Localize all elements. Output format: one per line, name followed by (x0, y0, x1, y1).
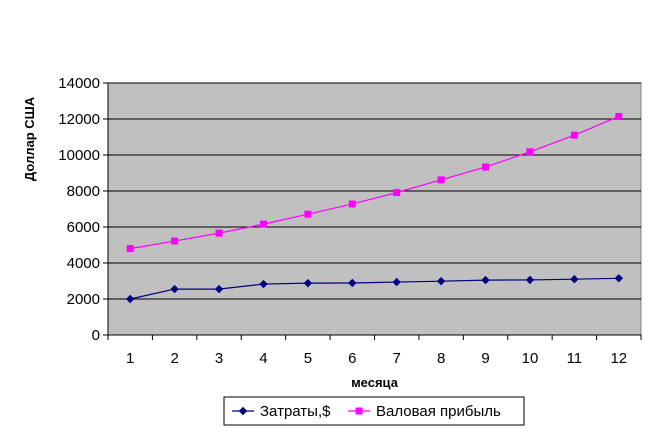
data-point (526, 148, 534, 156)
plot-area (107, 82, 642, 336)
data-point (436, 276, 446, 286)
data-point (481, 275, 490, 285)
data-point (525, 275, 535, 285)
x-tick-label: 7 (393, 350, 401, 367)
legend: Затраты,$ Валовая прибыль (223, 396, 525, 426)
axes (107, 83, 642, 340)
x-axis-tick-labels: 1 2 3 4 5 6 7 8 9 10 11 12 (126, 350, 627, 367)
data-point (570, 131, 578, 139)
x-tick-label: 12 (610, 350, 627, 367)
data-point (614, 274, 623, 283)
x-tick-label: 6 (348, 350, 356, 367)
series-line (130, 115, 620, 250)
x-tick-label: 9 (481, 350, 489, 367)
gridlines (103, 82, 641, 336)
series-line (130, 277, 619, 300)
data-point (171, 237, 179, 245)
x-axis-title: месяца (351, 375, 399, 390)
data-point (170, 284, 179, 294)
legend-entry: Затраты,$ (232, 403, 331, 420)
x-tick-label: 3 (215, 350, 223, 367)
legend-swatch-marker (355, 407, 363, 415)
y-tick-label: 8000 (67, 183, 100, 200)
data-point (348, 278, 357, 288)
series-1 (126, 274, 623, 304)
y-axis-title: Доллар США (22, 96, 37, 181)
y-tick-label: 14000 (58, 75, 100, 92)
data-point (437, 176, 445, 184)
data-point (259, 279, 268, 289)
data-point (393, 189, 401, 197)
series-2 (126, 112, 623, 253)
x-tick-label: 1 (126, 350, 134, 367)
data-point (303, 278, 313, 288)
data-point (214, 284, 224, 294)
data-point (482, 163, 490, 171)
data-point (126, 294, 135, 304)
legend-label: Валовая прибыль (376, 403, 501, 420)
x-tick-label: 4 (259, 350, 267, 367)
y-tick-label: 12000 (58, 111, 100, 128)
x-tick-label: 11 (567, 350, 583, 367)
data-point (126, 245, 134, 253)
data-point (215, 229, 223, 237)
y-tick-label: 10000 (58, 147, 100, 164)
y-tick-label: 2000 (67, 291, 100, 308)
data-point (259, 220, 267, 228)
legend-swatch-marker (238, 406, 248, 416)
y-axis-tick-labels: 0 2000 4000 6000 8000 10000 12000 14000 (58, 75, 100, 344)
legend-box (223, 396, 525, 426)
data-point (304, 210, 312, 218)
legend-entry: Валовая прибыль (348, 403, 501, 420)
x-tick-label: 8 (437, 350, 445, 367)
data-point (348, 200, 356, 208)
legend-label: Затраты,$ (260, 403, 331, 420)
y-tick-label: 4000 (67, 255, 100, 272)
data-point (615, 112, 623, 120)
y-tick-label: 0 (92, 327, 100, 344)
x-tick-label: 5 (304, 350, 312, 367)
data-point (392, 277, 401, 287)
y-tick-label: 6000 (67, 219, 100, 236)
x-tick-label: 10 (522, 350, 539, 367)
series-layer (126, 112, 623, 304)
x-tick-label: 2 (170, 350, 178, 367)
data-point (570, 274, 579, 284)
